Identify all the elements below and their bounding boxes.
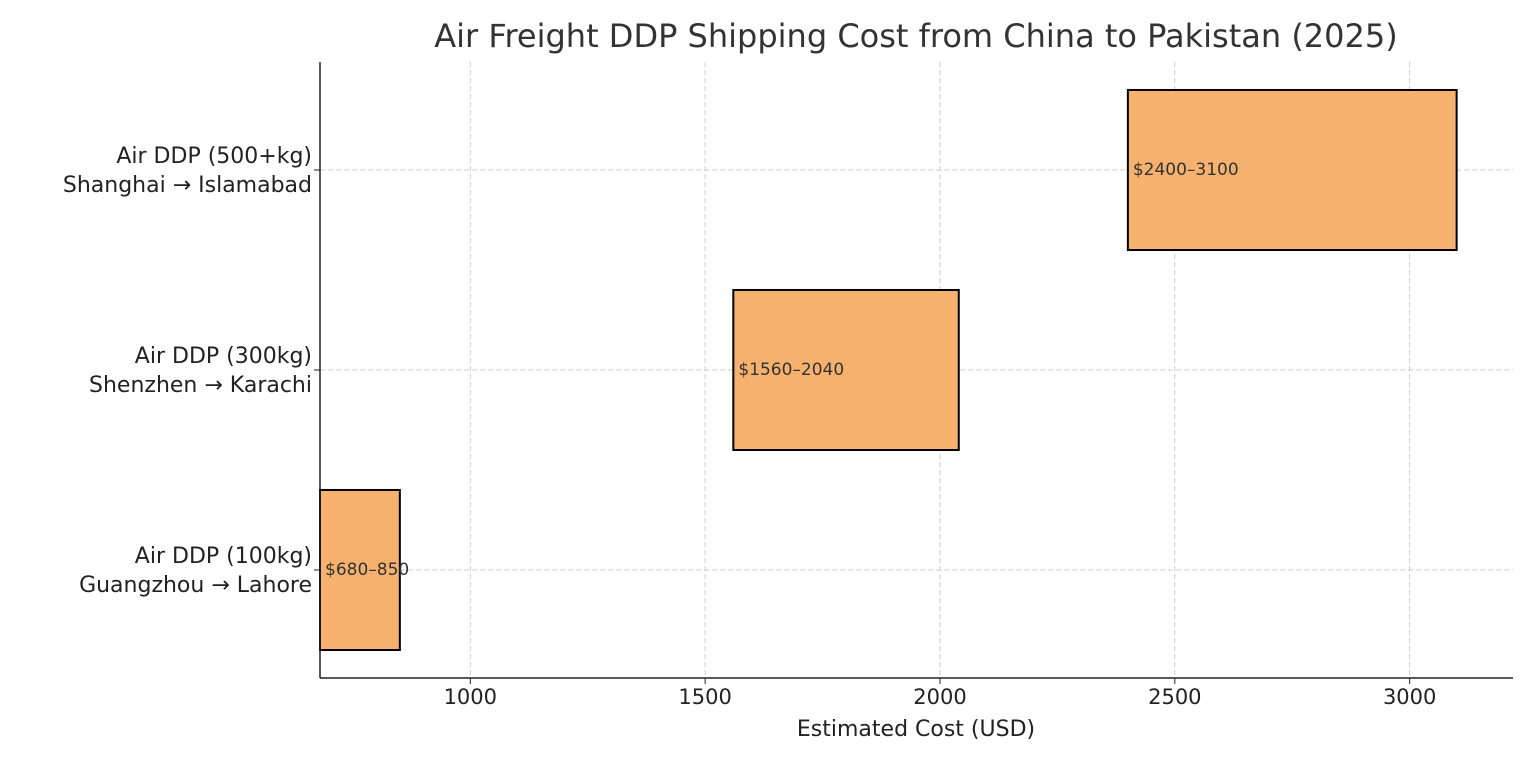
range-bar — [1126, 89, 1458, 251]
value-label: $2400–3100 — [1133, 160, 1239, 180]
y-tick-label: Air DDP (300kg) — [135, 344, 312, 369]
chart-title: Air Freight DDP Shipping Cost from China… — [434, 17, 1397, 55]
x-tick-label: 3000 — [1383, 685, 1436, 709]
x-tick-label: 1500 — [678, 685, 731, 709]
y-tick-label: Shenzhen → Karachi — [89, 373, 312, 398]
y-tick-label: Air DDP (100kg) — [135, 544, 312, 569]
value-label: $680–850 — [325, 560, 409, 580]
x-tick-label: 1000 — [444, 685, 497, 709]
range-bar — [732, 289, 960, 451]
x-axis-label: Estimated Cost (USD) — [797, 717, 1035, 742]
value-label: $1560–2040 — [738, 360, 844, 380]
y-tick-label: Air DDP (500+kg) — [116, 144, 312, 169]
y-tick-label: Shanghai → Islamabad — [63, 173, 312, 198]
x-tick-label: 2500 — [1148, 685, 1201, 709]
y-tick-label: Guangzhou → Lahore — [79, 573, 312, 598]
x-tick-label: 2000 — [913, 685, 966, 709]
